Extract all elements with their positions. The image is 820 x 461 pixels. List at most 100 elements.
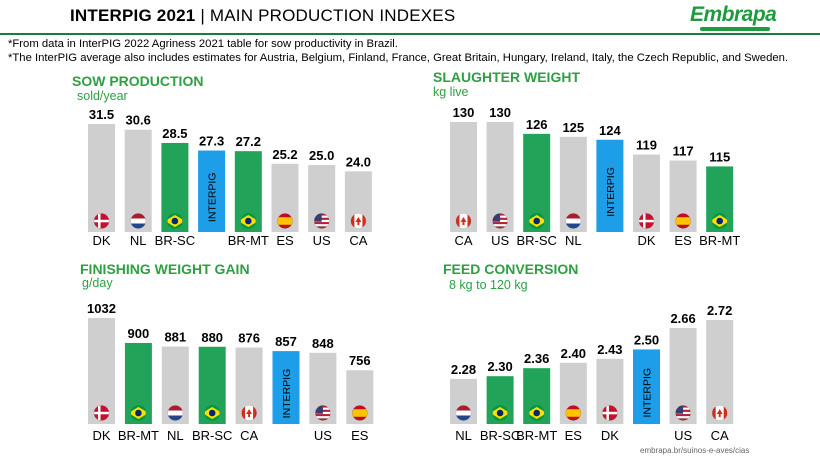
value-label: 117 — [673, 144, 694, 159]
interpig-bar-label: INTERPIG — [642, 368, 654, 418]
es-flag-icon — [565, 405, 581, 421]
value-label: 2.50 — [634, 332, 659, 347]
feed-conversion-title: FEED CONVERSION — [443, 261, 579, 277]
value-label: 115 — [709, 149, 730, 164]
bar-group: 126 BR-SC — [516, 117, 556, 248]
interpig-bar-label: INTERPIG — [605, 167, 617, 217]
bar-group: 848 US — [309, 336, 337, 443]
bar-group: 2.28 NL — [450, 362, 477, 443]
value-label: 876 — [238, 331, 260, 346]
bar-group: 2.43 DK — [596, 342, 624, 443]
value-label: 27.3 — [199, 134, 224, 149]
category-label: BR-MT — [699, 233, 740, 248]
value-label: 756 — [349, 353, 371, 368]
us-flag-icon — [315, 405, 331, 421]
value-label: 2.30 — [487, 359, 512, 374]
bar-group: 25.2 ES — [271, 147, 299, 248]
bar-group: 24.0 CA — [344, 154, 372, 248]
bar-group: 2.66 US — [669, 311, 697, 443]
footnote-1: *From data in InterPIG 2022 Agriness 202… — [8, 38, 398, 50]
bar-group: 2.72 CA — [706, 303, 734, 443]
category-label: NL — [167, 428, 184, 443]
value-label: 880 — [201, 330, 223, 345]
bar-group: 30.6 NL — [124, 113, 152, 248]
category-label: NL — [565, 233, 582, 248]
footer-source: embrapa.br/suinos-e-aves/cias — [640, 446, 750, 455]
sow-production-title: SOW PRODUCTION — [72, 73, 204, 89]
feed-conversion-subtitle: 8 kg to 120 kg — [449, 278, 528, 292]
category-label: BR-SC — [155, 233, 195, 248]
header-bar: INTERPIG 2021 | MAIN PRODUCTION INDEXES … — [0, 0, 820, 38]
nl-flag-icon — [565, 213, 581, 229]
category-label: BR-SC — [192, 428, 232, 443]
category-label: DK — [92, 428, 110, 443]
value-label: 2.36 — [524, 351, 549, 366]
dk-flag-icon — [94, 213, 109, 229]
bar-group: 2.30 BR-SC — [480, 359, 520, 443]
embrapa-logo: Embrapa — [690, 3, 777, 26]
value-label: 24.0 — [346, 154, 371, 169]
category-label: DK — [92, 233, 110, 248]
category-label: CA — [349, 233, 367, 248]
value-label: 119 — [636, 138, 657, 153]
category-label: DK — [637, 233, 655, 248]
category-label: US — [491, 233, 509, 248]
br-flag-icon — [492, 405, 508, 421]
ca-flag-icon — [350, 213, 366, 229]
br-flag-icon — [204, 405, 220, 421]
br-flag-icon — [712, 213, 728, 229]
value-label: 857 — [275, 334, 297, 349]
nl-flag-icon — [167, 405, 183, 421]
interpig-bar-label: INTERPIG — [207, 172, 219, 222]
bar-group: 27.3 INTERPIG — [198, 134, 226, 232]
bar-group: 130 CA — [450, 105, 477, 248]
category-label: ES — [276, 233, 294, 248]
category-label: DK — [601, 428, 619, 443]
value-label: 126 — [526, 117, 548, 132]
es-flag-icon — [675, 213, 691, 229]
category-label: BR-SC — [516, 233, 556, 248]
ca-flag-icon — [712, 405, 728, 421]
category-label: US — [313, 233, 331, 248]
bar-group: 27.2 BR-MT — [228, 134, 269, 248]
us-flag-icon — [314, 213, 330, 229]
bar-group: 124 INTERPIG — [596, 123, 624, 232]
value-label: 125 — [562, 120, 584, 135]
slaughter-weight-title: SLAUGHTER WEIGHT — [433, 69, 580, 85]
ca-flag-icon — [241, 405, 257, 421]
bar-group: 876 CA — [235, 331, 263, 443]
nl-flag-icon — [130, 213, 146, 229]
us-flag-icon — [675, 405, 691, 421]
value-label: 27.2 — [236, 134, 261, 149]
bar-group: 881 NL — [161, 330, 189, 443]
value-label: 130 — [453, 105, 475, 120]
bar-group: 117 ES — [669, 144, 697, 248]
category-label: ES — [674, 233, 692, 248]
category-label: BR-MT — [118, 428, 159, 443]
bar-group: 28.5 BR-SC — [155, 126, 195, 248]
category-label: ES — [351, 428, 369, 443]
ca-flag-icon — [456, 213, 471, 229]
dk-flag-icon — [639, 213, 654, 229]
page-title-rest: | MAIN PRODUCTION INDEXES — [195, 6, 456, 25]
bar-group: 2.40 ES — [559, 346, 587, 443]
category-label: US — [314, 428, 332, 443]
nl-flag-icon — [456, 405, 471, 421]
br-flag-icon — [167, 213, 183, 229]
br-flag-icon — [529, 405, 545, 421]
bar-group: 756 ES — [346, 353, 374, 443]
slaughter-weight-subtitle: kg live — [433, 85, 469, 99]
bar-group: 880 BR-SC — [192, 330, 232, 443]
bar-group: 115 BR-MT — [699, 149, 740, 248]
bar-group: 857 INTERPIG — [272, 334, 300, 424]
sow-production-subtitle: sold/year — [77, 89, 128, 103]
category-label: CA — [711, 428, 729, 443]
category-label: BR-SC — [480, 428, 520, 443]
value-label: 28.5 — [162, 126, 187, 141]
bar-group: 25.0 US — [308, 148, 336, 248]
us-flag-icon — [492, 213, 508, 229]
